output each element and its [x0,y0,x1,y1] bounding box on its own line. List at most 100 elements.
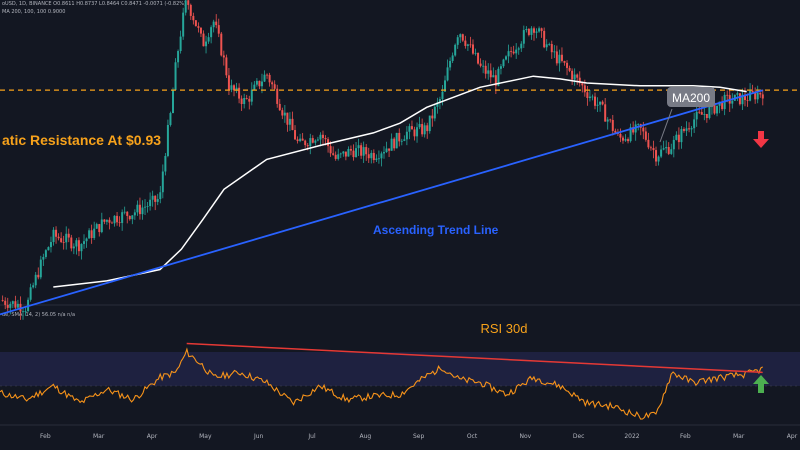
candle-body [243,98,246,105]
candle-body [647,139,650,148]
candle-body [454,44,457,56]
candle-body [395,132,398,149]
candle-body [599,101,602,105]
candle-body [271,82,274,85]
candle-body [438,99,441,103]
candle-body [319,134,322,140]
candle-body [14,301,17,308]
candle-body [138,204,141,215]
candle-body [245,98,248,99]
candle-body [657,156,660,162]
candle-body [357,145,360,149]
candle-body [253,84,256,90]
candle-body [377,158,380,160]
candle-body [344,151,347,157]
candle-body [222,55,225,58]
candle-body [250,89,253,102]
candle-body [530,28,533,35]
candle-body [525,28,528,31]
candle-body [568,67,571,71]
candle-body [309,138,312,147]
candle-body [738,93,741,105]
candle-body [619,133,622,138]
candle-body [484,65,487,74]
candle-body [555,51,558,64]
candle-body [362,147,365,156]
trend-line [0,89,763,316]
candle-body [494,75,497,86]
candle-body [489,70,492,78]
candle-body [67,233,70,238]
candle-body [594,96,597,106]
x-tick-label: Aug [359,433,371,440]
candle-body [433,106,436,119]
rsi-trend-line [186,342,763,374]
candle-body [665,147,668,149]
x-tick-label: Nov [519,433,531,440]
candle-body [644,131,647,140]
candle-body [652,148,655,151]
candle-body [177,51,180,63]
candle-body [637,124,640,126]
candle-body [306,145,309,147]
candle-body [9,303,12,308]
candle-body [286,112,289,125]
candle-body [299,138,302,142]
candle-body [227,75,230,90]
candle-body [159,192,162,200]
candle-body [428,115,431,132]
candle-body [482,65,485,67]
rsi-label: RSI 30d [481,321,528,336]
candle-body [321,134,324,139]
candle-body [761,94,764,99]
candle-body [301,138,304,141]
rsi-info: ue, SMA, 14, 2) 56.05 n/a n/a [2,312,76,318]
candle-body [558,54,561,64]
candle-body [581,83,584,86]
candle-body [95,224,98,229]
candle-body [291,118,294,131]
candle-body [327,139,330,147]
candle-body [166,124,169,156]
candle-body [184,0,187,13]
candle-body [662,148,665,150]
candle-body [93,228,96,239]
candle-body [113,215,116,224]
candle-body [632,127,635,133]
candle-body [588,96,591,99]
symbol-info: oUSD, 1D, BINANCE O0.8611 H0.8737 L0.846… [2,1,186,7]
candle-body [103,219,106,222]
candle-body [1,300,4,301]
candle-body [606,119,609,122]
candle-body [388,148,391,151]
candle-body [266,74,269,76]
candle-body [233,85,236,91]
candle-body [474,52,477,54]
candle-body [149,199,152,207]
rsi-band [0,352,800,386]
candle-body [695,111,698,120]
candle-body [655,150,658,162]
candle-body [80,243,83,252]
candle-body [174,62,177,91]
candle-body [367,154,370,159]
candle-body [260,81,263,87]
candle-body [258,80,261,87]
candle-body [304,140,307,146]
candle-body [136,204,139,213]
candle-body [24,311,27,312]
candle-body [517,48,520,50]
x-tick-label: Jun [253,433,264,440]
candle-body [461,34,464,41]
candle-body [624,139,627,141]
candle-body [614,130,617,133]
candle-body [759,92,762,95]
candle-body [90,230,93,239]
candle-body [314,140,317,143]
candle-body [721,101,724,110]
candle-body [700,112,703,115]
candle-body [375,158,378,161]
candle-body [563,60,566,63]
candle-body [276,88,279,104]
